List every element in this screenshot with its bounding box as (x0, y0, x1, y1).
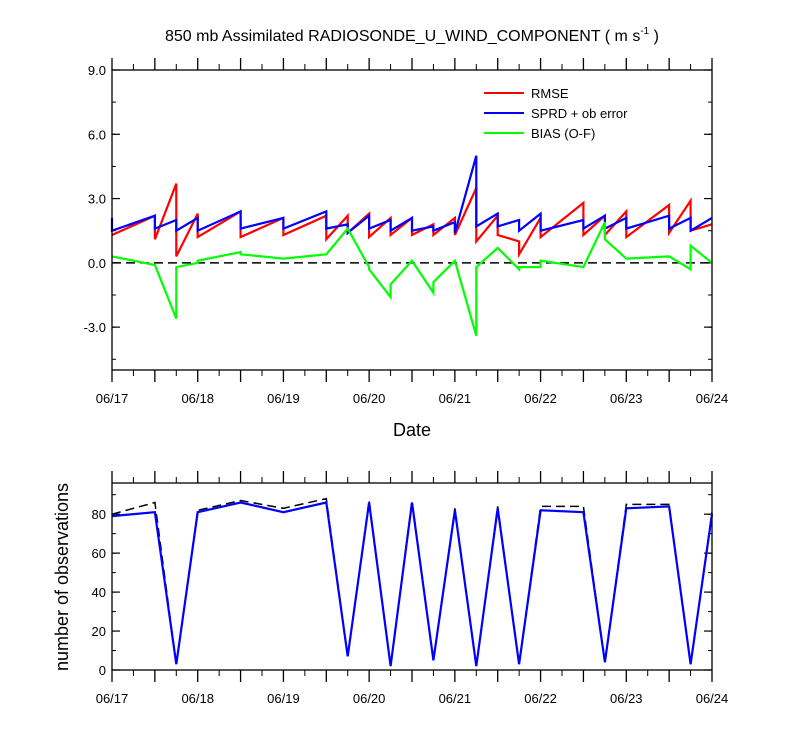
x-tick-label: 06/23 (610, 691, 643, 706)
bottom-plot-frame (111, 482, 713, 671)
series-sprd-ob-error (110, 155, 713, 236)
x-tick-label: 06/22 (524, 691, 557, 706)
y-tick-label: -3.0 (84, 320, 106, 335)
x-tick-label: 06/18 (181, 691, 214, 706)
x-tick-label: 06/23 (610, 391, 643, 406)
y-tick-label: 60 (92, 546, 106, 561)
series-possible (111, 497, 713, 667)
y-tick-label: 0 (99, 663, 106, 678)
bottom-plot-ticks (111, 471, 713, 682)
top-plot-frame (111, 69, 713, 371)
y-tick-label: 40 (92, 585, 106, 600)
x-tick-label: 06/22 (524, 391, 557, 406)
x-tick-label: 06/21 (439, 391, 472, 406)
top-y-tick-labels: -3.0 0.0 3.0 6.0 9.0 (84, 63, 106, 335)
x-tick-label: 06/19 (267, 391, 300, 406)
legend-label-bias: BIAS (O-F) (531, 126, 595, 141)
x-tick-label: 06/24 (696, 691, 729, 706)
top-x-tick-labels: 06/17 06/18 06/19 06/20 06/21 06/22 06/23 06/24 (96, 391, 729, 406)
x-tick-label: 06/19 (267, 691, 300, 706)
top-plot-series (110, 155, 713, 337)
y-tick-label: 3.0 (88, 192, 106, 207)
legend-label-sprd: SPRD + ob error (531, 106, 628, 121)
y-tick-label: 20 (92, 624, 106, 639)
x-tick-label: 06/17 (96, 691, 129, 706)
x-tick-label: 06/17 (96, 391, 129, 406)
series-bias-o-f (111, 221, 713, 337)
legend: RMSE SPRD + ob error BIAS (O-F) (484, 86, 628, 141)
legend-label-rmse: RMSE (531, 86, 569, 101)
y-tick-label: 9.0 (88, 63, 106, 78)
x-tick-label: 06/20 (353, 691, 386, 706)
x-tick-label: 06/18 (181, 391, 214, 406)
bottom-plot-series (111, 497, 714, 667)
bottom-y-tick-labels: 0 20 40 60 80 (92, 507, 106, 678)
x-tick-label: 06/20 (353, 391, 386, 406)
y-tick-label: 6.0 (88, 127, 106, 142)
x-tick-label: 06/24 (696, 391, 729, 406)
y-axis-label-observations: number of observations (52, 483, 72, 671)
x-tick-label: 06/21 (439, 691, 472, 706)
y-tick-label: 0.0 (88, 256, 106, 271)
x-axis-label: Date (393, 420, 431, 440)
series-used (111, 501, 714, 667)
bottom-x-tick-labels: 06/17 06/18 06/19 06/20 06/21 06/22 06/23 06/24 (96, 691, 729, 706)
y-tick-label: 80 (92, 507, 106, 522)
top-plot-ticks (111, 58, 713, 382)
chart-title: 850 mb Assimilated RADIOSONDE_U_WIND_COM… (165, 26, 659, 45)
